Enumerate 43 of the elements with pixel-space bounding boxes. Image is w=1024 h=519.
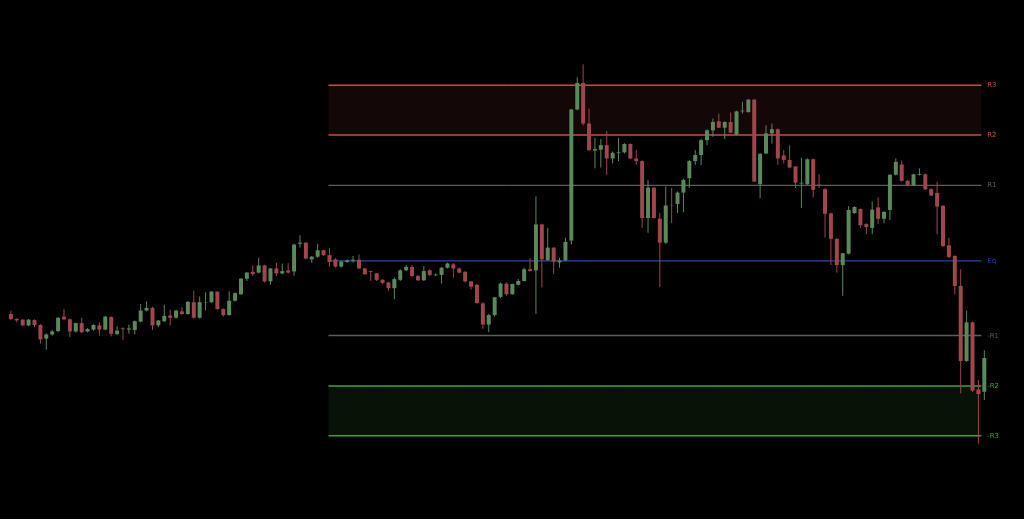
candlestick bbox=[840, 252, 845, 297]
candlestick bbox=[976, 379, 981, 445]
candlestick bbox=[598, 138, 603, 169]
candlestick bbox=[917, 167, 922, 177]
candlestick bbox=[109, 315, 114, 337]
candlestick bbox=[764, 124, 769, 155]
candlestick bbox=[793, 165, 798, 189]
candlestick bbox=[215, 290, 220, 311]
candlestick bbox=[528, 257, 533, 272]
candlestick bbox=[699, 138, 704, 166]
candlestick bbox=[356, 253, 361, 270]
candlestick bbox=[227, 290, 232, 317]
candlestick bbox=[191, 290, 196, 320]
candlestick bbox=[179, 306, 184, 316]
candlestick bbox=[150, 306, 155, 331]
candlestick bbox=[38, 323, 43, 345]
candlestick bbox=[545, 227, 550, 262]
candlestick bbox=[876, 197, 881, 225]
candlestick bbox=[710, 118, 715, 138]
candlestick bbox=[604, 130, 609, 176]
candlestick bbox=[121, 326, 125, 341]
candlestick bbox=[563, 237, 568, 262]
candlestick bbox=[675, 190, 680, 214]
candlestick bbox=[474, 283, 479, 305]
candlestick bbox=[480, 301, 485, 330]
candlestick bbox=[368, 270, 373, 282]
candlestick bbox=[870, 200, 875, 235]
candlestick bbox=[327, 247, 332, 268]
candlestick bbox=[687, 159, 692, 189]
candlestick bbox=[899, 159, 904, 183]
candlestick bbox=[203, 291, 208, 312]
candlestick bbox=[616, 137, 621, 162]
candlestick bbox=[486, 313, 491, 333]
candlestick bbox=[669, 187, 674, 224]
candlestick bbox=[126, 324, 131, 335]
candlestick bbox=[935, 181, 940, 235]
candlestick bbox=[197, 296, 202, 320]
candlestick bbox=[769, 123, 774, 145]
candlestick bbox=[681, 178, 686, 213]
candlestick bbox=[946, 237, 951, 259]
candlestick bbox=[392, 277, 397, 300]
candlestick bbox=[551, 246, 556, 275]
candlestick bbox=[657, 212, 662, 288]
